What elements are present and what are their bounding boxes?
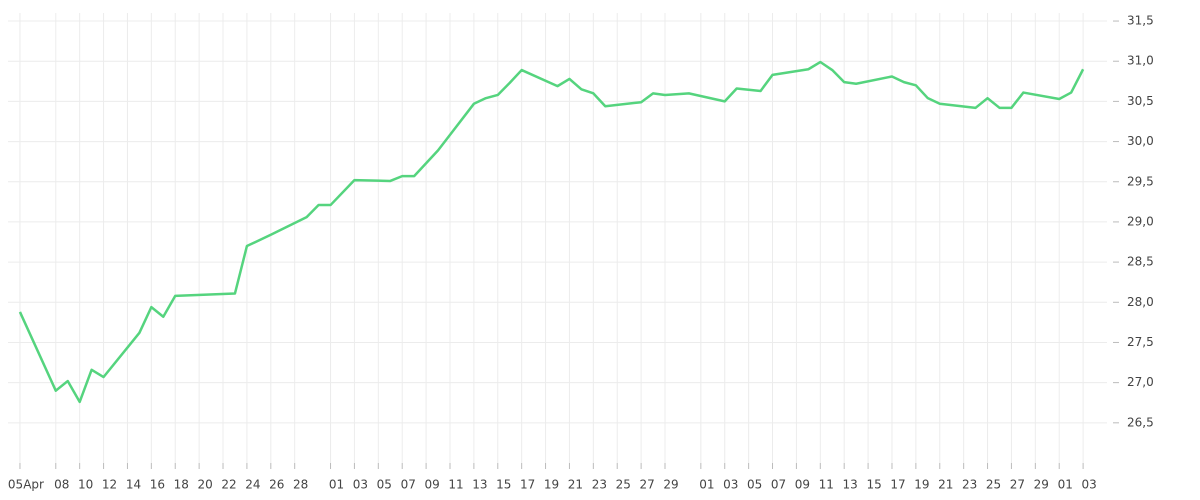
- x-tick-label: 01: [699, 478, 714, 492]
- x-tick-label: 27: [639, 478, 654, 492]
- x-tick-label: 18: [174, 478, 189, 492]
- x-tick-label: 03: [353, 478, 368, 492]
- x-tick-label: 21: [938, 478, 953, 492]
- y-tick-label: 27,0: [1127, 375, 1154, 389]
- x-tick-label: 26: [269, 478, 284, 492]
- x-tick-label: 08: [54, 478, 69, 492]
- y-tick-label: 28,0: [1127, 295, 1154, 309]
- x-tick-label: 28: [293, 478, 308, 492]
- x-tick-label: 14: [126, 478, 141, 492]
- x-tick-label: 23: [592, 478, 607, 492]
- x-tick-label: 05: [377, 478, 392, 492]
- y-tick-label: 30,0: [1127, 134, 1154, 148]
- x-tick-label: 01: [1058, 478, 1073, 492]
- x-tick-label: 29: [663, 478, 678, 492]
- x-tick-label: 07: [771, 478, 786, 492]
- x-tick-label: 13: [472, 478, 487, 492]
- x-tick-label: 03: [723, 478, 738, 492]
- x-tick-label: 09: [424, 478, 439, 492]
- x-tick-label: 15: [866, 478, 881, 492]
- x-tick-label: 17: [520, 478, 535, 492]
- x-tick-label: 25: [616, 478, 631, 492]
- x-tick-label: 11: [819, 478, 834, 492]
- x-tick-label: 11: [448, 478, 463, 492]
- x-tick-label: 01: [329, 478, 344, 492]
- x-tick-label: 24: [245, 478, 260, 492]
- y-tick-label: 30,5: [1127, 94, 1154, 108]
- x-tick-label: 05Apr: [8, 478, 44, 492]
- y-tick-label: 26,5: [1127, 415, 1154, 429]
- price-line: [18, 60, 1085, 404]
- x-tick-label: 13: [843, 478, 858, 492]
- y-tick-label: 27,5: [1127, 335, 1154, 349]
- x-tick-label: 17: [890, 478, 905, 492]
- x-tick-label: 19: [914, 478, 929, 492]
- y-tick-label: 31,0: [1127, 54, 1154, 68]
- x-tick-label: 27: [1010, 478, 1025, 492]
- x-tick-label: 10: [78, 478, 93, 492]
- x-tick-label: 12: [102, 478, 117, 492]
- x-tick-label: 09: [795, 478, 810, 492]
- x-tick-label: 23: [962, 478, 977, 492]
- x-tick-label: 05: [747, 478, 762, 492]
- x-tick-label: 20: [197, 478, 212, 492]
- x-tick-label: 22: [221, 478, 236, 492]
- x-tick-label: 16: [150, 478, 165, 492]
- y-tick-label: 28,5: [1127, 255, 1154, 269]
- x-tick-label: 29: [1034, 478, 1049, 492]
- x-tick-label: 07: [401, 478, 416, 492]
- x-tick-label: 19: [544, 478, 559, 492]
- y-tick-label: 29,5: [1127, 174, 1154, 188]
- x-tick-label: 15: [496, 478, 511, 492]
- y-tick-label: 29,0: [1127, 214, 1154, 228]
- x-tick-label: 21: [568, 478, 583, 492]
- x-tick-label: 25: [986, 478, 1001, 492]
- x-tick-label: 03: [1081, 478, 1096, 492]
- y-tick-label: 31,5: [1127, 14, 1154, 28]
